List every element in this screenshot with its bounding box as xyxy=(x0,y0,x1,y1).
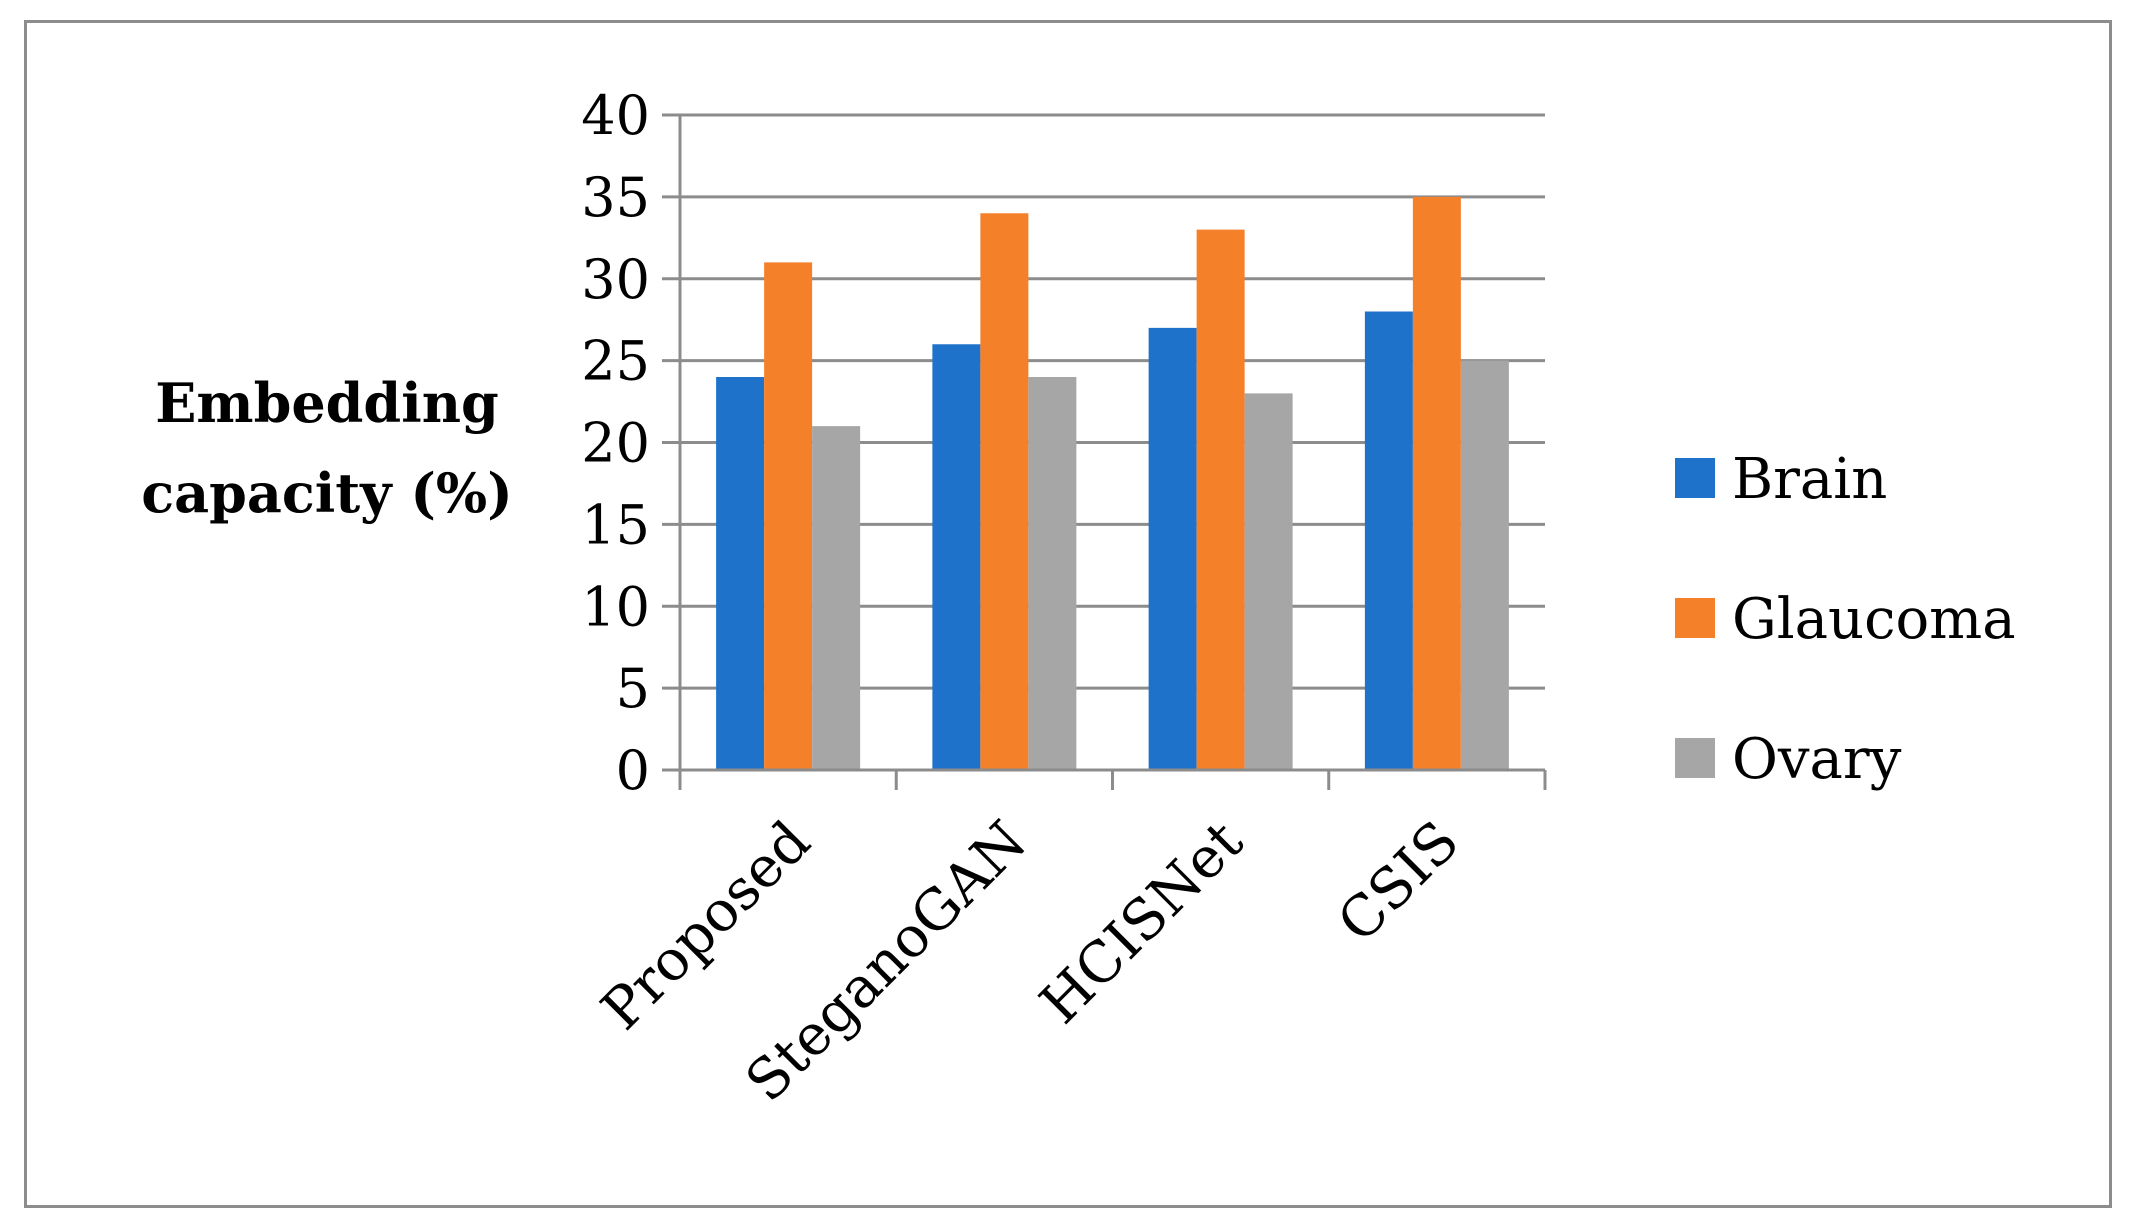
y-tick-label: 35 xyxy=(581,166,650,229)
bar-brain-hcisnet xyxy=(1148,327,1197,770)
bar-ovary-steganogan xyxy=(1028,377,1077,770)
legend-label-glaucoma: Glaucoma xyxy=(1732,587,2016,652)
bar-brain-csis xyxy=(1364,311,1413,770)
legend-swatch-glaucoma xyxy=(1675,598,1715,638)
bars xyxy=(716,196,1509,770)
bar-brain-proposed xyxy=(716,377,765,770)
bar-glaucoma-csis xyxy=(1412,196,1461,770)
y-tick-label: 25 xyxy=(581,330,650,393)
x-category-label: HCISNet xyxy=(1028,809,1256,1037)
y-axis-label-line-2: capacity (%) xyxy=(141,461,513,525)
legend: Brain Glaucoma Ovary xyxy=(1675,447,2016,792)
bar-ovary-csis xyxy=(1460,360,1509,770)
y-tick-label: 0 xyxy=(616,739,650,802)
legend-label-brain: Brain xyxy=(1732,447,1887,512)
legend-swatch-ovary xyxy=(1675,738,1715,778)
y-tick-label: 15 xyxy=(581,493,650,556)
y-tick-label: 5 xyxy=(616,657,650,720)
y-tick-label: 30 xyxy=(581,248,650,311)
bar-ovary-hcisnet xyxy=(1244,393,1293,770)
y-tick-label: 10 xyxy=(581,575,650,638)
axes xyxy=(662,113,1547,790)
x-category-label: CSIS xyxy=(1326,809,1472,955)
bar-ovary-proposed xyxy=(812,426,861,770)
y-axis-label-line-1: Embedding xyxy=(155,371,498,435)
bar-glaucoma-hcisnet xyxy=(1196,229,1245,770)
legend-swatch-brain xyxy=(1675,458,1715,498)
bar-glaucoma-proposed xyxy=(764,262,813,770)
y-tick-labels: 0 5 10 15 20 25 30 35 40 xyxy=(581,84,650,802)
bar-glaucoma-steganogan xyxy=(980,213,1029,770)
y-tick-label: 20 xyxy=(581,412,650,475)
bar-brain-steganogan xyxy=(932,344,981,770)
y-axis-label: Embedding capacity (%) xyxy=(141,371,513,525)
x-category-label: Proposed xyxy=(589,809,823,1043)
y-tick-label: 40 xyxy=(581,84,650,147)
legend-label-ovary: Ovary xyxy=(1732,727,1902,792)
